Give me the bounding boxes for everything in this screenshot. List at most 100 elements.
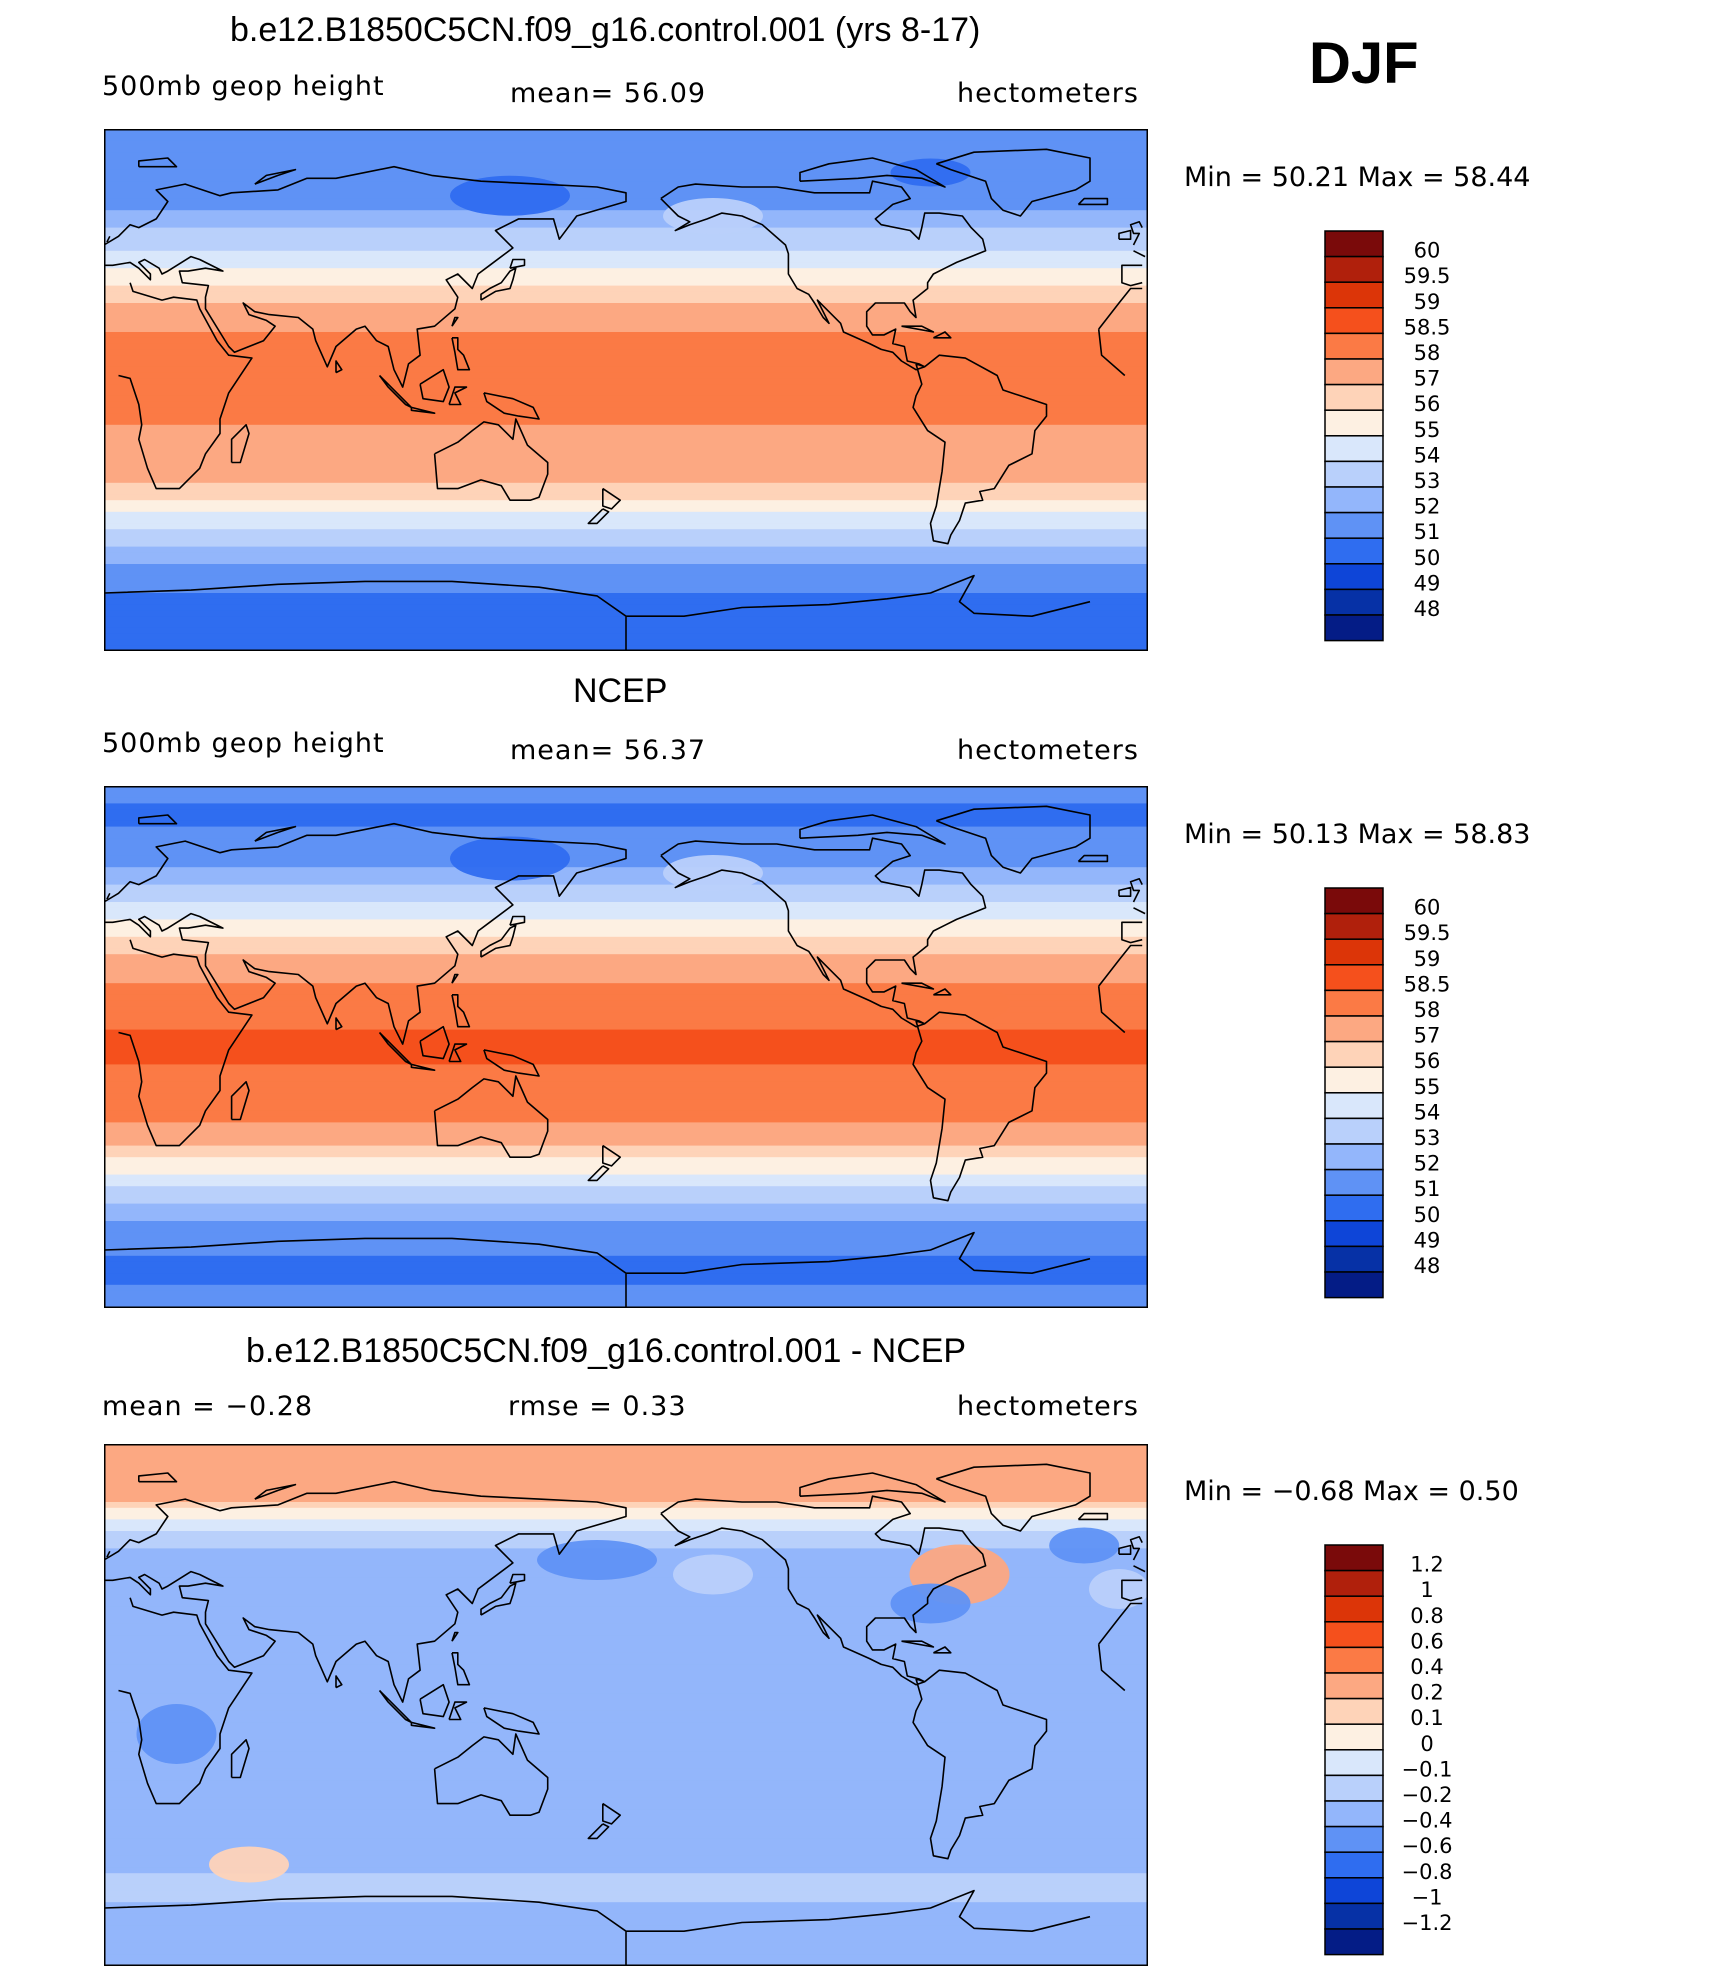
contour-band <box>104 1757 1148 1764</box>
contour-band <box>104 285 1148 292</box>
contour-band <box>104 890 1148 897</box>
map-frame <box>104 786 1148 1308</box>
contour-band <box>104 1919 1148 1926</box>
colorbar-label: 58.5 <box>1404 972 1451 996</box>
panel-2-min-max: Min = 50.13 Max = 58.83 <box>1184 819 1531 850</box>
contour-band <box>104 581 1148 588</box>
contour-band <box>104 187 1148 194</box>
contour-band <box>104 1502 1148 1509</box>
colorbar-label: 55 <box>1414 1075 1441 1099</box>
contour-band <box>104 1699 1148 1706</box>
colorbar-swatch <box>1324 588 1384 616</box>
panel-2-mean-label: mean= 56.37 <box>510 735 707 766</box>
contour-fill <box>104 129 1148 651</box>
contour-band <box>104 1734 1148 1741</box>
map-frame <box>104 1444 1148 1966</box>
contour-band <box>104 1267 1148 1274</box>
colorbar-swatch <box>1324 1040 1384 1068</box>
contour-band <box>104 587 1148 594</box>
contour-band <box>104 1157 1148 1164</box>
contour-band <box>104 1652 1148 1660</box>
colorbar-label: 57 <box>1414 367 1441 391</box>
contour-band <box>104 1710 1148 1718</box>
contour-band <box>104 1589 1148 1596</box>
contour-band <box>104 598 1148 606</box>
contour-band <box>104 250 1148 258</box>
contour-band <box>104 395 1148 403</box>
contour-band <box>104 140 1148 147</box>
colorbar-swatch <box>1324 614 1384 642</box>
contour-band <box>104 337 1148 345</box>
contour-band <box>104 1722 1148 1729</box>
contour-band <box>104 1076 1148 1083</box>
contour-band <box>104 1809 1148 1816</box>
contour-band <box>104 517 1148 524</box>
contour-band <box>104 1890 1148 1897</box>
contour-band <box>104 1629 1148 1636</box>
contour-band <box>104 540 1148 548</box>
colorbar-label: 54 <box>1414 1100 1441 1124</box>
contour-band <box>104 355 1148 362</box>
contour-band <box>104 343 1148 350</box>
colorbar-label: 59.5 <box>1404 921 1451 945</box>
contour-band <box>104 1186 1148 1193</box>
colorbar-swatch <box>1324 1569 1384 1597</box>
contour-band <box>104 349 1148 356</box>
panel-2-units-label: hectometers <box>957 735 1139 766</box>
contour-band <box>104 419 1148 426</box>
contour-band <box>104 1128 1148 1135</box>
contour-anomaly <box>890 1583 971 1624</box>
colorbar-label: 48 <box>1414 1254 1441 1278</box>
contour-band <box>104 239 1148 246</box>
contour-band <box>104 424 1148 432</box>
colorbar-swatch <box>1324 1749 1384 1777</box>
contour-band <box>104 1490 1148 1497</box>
colorbar-swatch <box>1324 307 1384 335</box>
colorbar-label: 0.4 <box>1410 1655 1443 1679</box>
contour-band <box>104 896 1148 903</box>
contour-band <box>104 1197 1148 1205</box>
contour-band <box>104 1531 1148 1538</box>
colorbar-swatch <box>1324 1774 1384 1802</box>
contour-band <box>104 413 1148 420</box>
contour-band <box>104 181 1148 188</box>
contour-band <box>104 826 1148 833</box>
contour-band <box>104 575 1148 582</box>
colorbar-swatch <box>1324 1595 1384 1623</box>
colorbar-label: 57 <box>1414 1024 1441 1048</box>
panel-1-mean-label: mean= 56.09 <box>510 78 707 109</box>
colorbar-label: 59 <box>1414 947 1441 971</box>
contour-band <box>104 1250 1148 1257</box>
contour-band <box>104 1018 1148 1025</box>
contour-band <box>104 1163 1148 1170</box>
contour-band <box>104 308 1148 316</box>
contour-band <box>104 610 1148 617</box>
contour-band <box>104 902 1148 909</box>
contour-fill <box>104 786 1148 1308</box>
contour-anomaly <box>209 1846 289 1883</box>
contour-band <box>104 146 1148 153</box>
contour-band <box>104 942 1148 949</box>
colorbar-label: −0.6 <box>1402 1834 1453 1858</box>
contour-band <box>104 1519 1148 1526</box>
colorbar-label: 56 <box>1414 1049 1441 1073</box>
contour-band <box>104 791 1148 799</box>
contour-band <box>104 1786 1148 1793</box>
contour-band <box>104 506 1148 513</box>
coastline <box>104 148 1146 651</box>
contour-band <box>104 960 1148 967</box>
contour-band <box>104 1594 1148 1602</box>
colorbar-swatch <box>1324 409 1384 437</box>
contour-band <box>104 1023 1148 1031</box>
panel-3-rmse-label: rmse = 0.33 <box>508 1391 687 1422</box>
contour-band <box>104 1209 1148 1216</box>
contour-band <box>104 1215 1148 1222</box>
colorbar-label: 58 <box>1414 998 1441 1022</box>
colorbar-label: 51 <box>1414 1177 1441 1201</box>
colorbar-label: 58 <box>1414 341 1441 365</box>
panel-1-min-max: Min = 50.21 Max = 58.44 <box>1184 162 1531 193</box>
contour-band <box>104 1867 1148 1874</box>
contour-band <box>104 1763 1148 1770</box>
contour-band <box>104 332 1148 339</box>
contour-band <box>104 227 1148 234</box>
